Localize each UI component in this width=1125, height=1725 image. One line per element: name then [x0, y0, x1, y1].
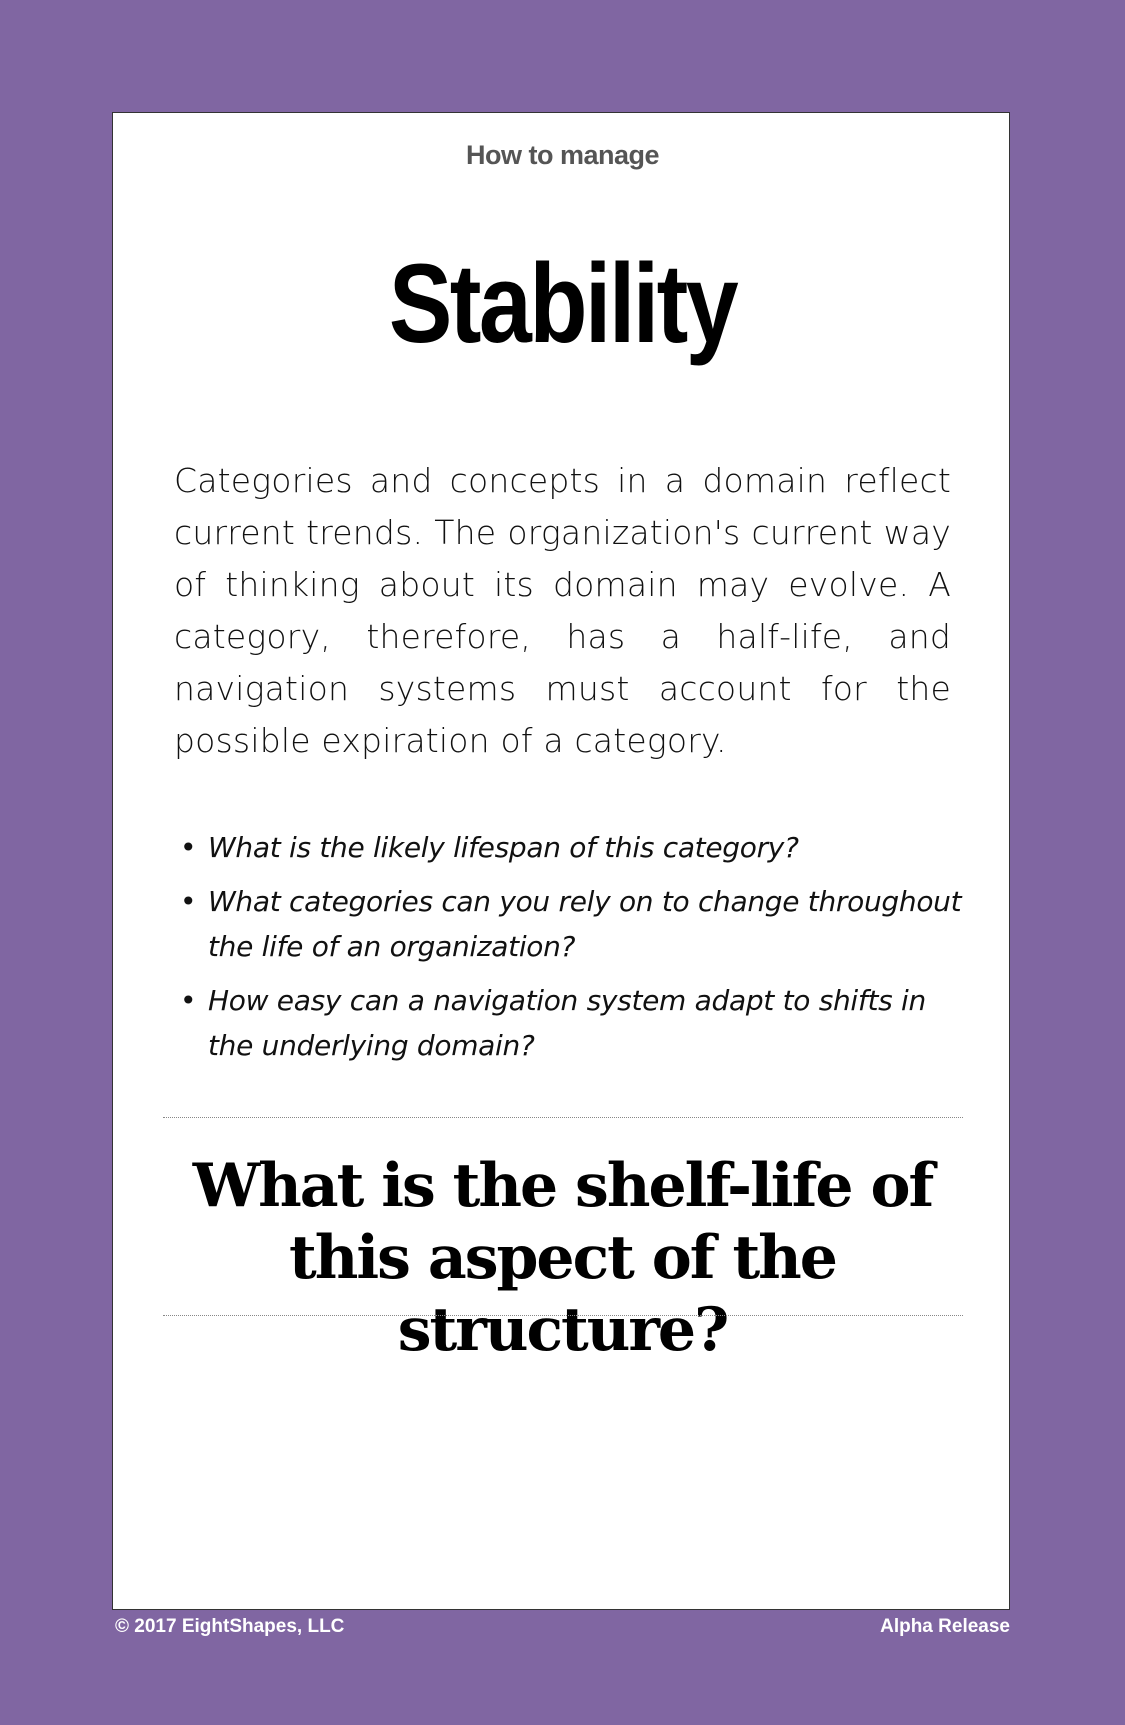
- divider-bottom: [163, 1315, 963, 1316]
- bullet-icon: •: [180, 984, 197, 1017]
- bullet-icon: •: [180, 885, 197, 918]
- question-item: • What categories can you rely on to cha…: [174, 879, 964, 969]
- card-title: Stability: [388, 241, 739, 366]
- bullet-icon: •: [180, 831, 197, 864]
- question-item: • What is the likely lifespan of this ca…: [174, 825, 964, 870]
- release-label: Alpha Release: [880, 1616, 1010, 1637]
- card-eyebrow: How to manage: [465, 140, 660, 170]
- card: [112, 112, 1010, 1610]
- question-text: How easy can a navigation system adapt t…: [208, 984, 926, 1062]
- copyright-notice: © 2017 EightShapes, LLC: [115, 1616, 345, 1637]
- question-list: • What is the likely lifespan of this ca…: [174, 825, 964, 1077]
- question-text: What categories can you rely on to chang…: [208, 885, 962, 963]
- question-text: What is the likely lifespan of this cate…: [208, 831, 799, 864]
- key-question: What is the shelf-life of this aspect of…: [192, 1151, 935, 1365]
- card-description: Categories and concepts in a domain refl…: [174, 461, 951, 760]
- divider-top: [163, 1117, 963, 1118]
- question-item: • How easy can a navigation system adapt…: [174, 978, 964, 1068]
